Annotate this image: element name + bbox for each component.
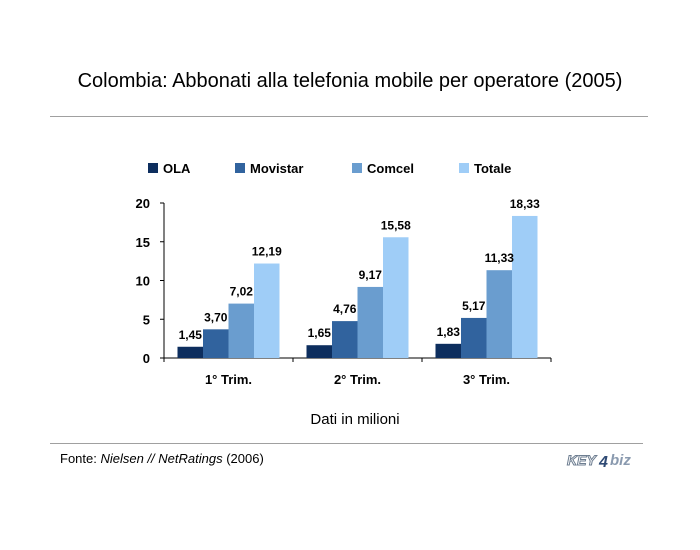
- bar-totale: [383, 237, 409, 358]
- x-tick-label: 2° Trim.: [334, 372, 381, 387]
- bar-totale: [254, 263, 280, 358]
- bar-chart: OLA Movistar Comcel Totale 0 5 10 15 20 1° Trim.…: [136, 161, 552, 387]
- legend-label: Comcel: [367, 161, 414, 176]
- bar-movistar: [461, 317, 487, 358]
- chart-bars: [177, 215, 538, 358]
- units-note: Dati in milioni: [310, 411, 400, 428]
- bar-comcel: [228, 303, 254, 358]
- source-note: Fonte: Nielsen // NetRatings (2006): [60, 451, 264, 466]
- bar-movistar: [203, 329, 229, 358]
- bar-comcel: [486, 270, 512, 358]
- logo-text-right: biz: [610, 452, 631, 469]
- data-label: 9,17: [359, 268, 383, 282]
- data-label: 15,58: [381, 218, 411, 232]
- data-label: 4,76: [333, 302, 357, 316]
- bar-movistar: [332, 321, 358, 358]
- footer-divider: [50, 443, 643, 444]
- legend-swatch: [148, 163, 158, 173]
- data-label: 1,83: [437, 325, 461, 339]
- logo-text-left: KEY: [567, 452, 597, 468]
- y-tick-label: 15: [136, 235, 150, 250]
- source-suffix: (2006): [222, 451, 264, 466]
- data-label: 1,45: [179, 328, 203, 342]
- data-label: 5,17: [462, 299, 486, 313]
- y-tick-label: 5: [143, 312, 150, 327]
- legend: OLA Movistar Comcel Totale: [148, 161, 511, 176]
- legend-label: Movistar: [250, 161, 303, 176]
- chart-axes: 0 5 10 15 20 1° Trim. 2° Trim. 3° Trim.: [136, 196, 552, 387]
- logo-digit: 4: [598, 454, 608, 471]
- bar-totale: [512, 215, 538, 358]
- legend-swatch: [459, 163, 469, 173]
- data-label: 18,33: [510, 197, 540, 211]
- y-tick-label: 10: [136, 274, 150, 289]
- legend-swatch: [235, 163, 245, 173]
- key4biz-logo: KEY 4 biz: [567, 452, 632, 472]
- bar-ola: [306, 345, 332, 358]
- legend-label: Totale: [474, 161, 511, 176]
- title-divider: [50, 116, 648, 117]
- chart-data-labels: 1,45 1,65 1,83 3,70 4,76 5,17 7,02 9,17 11,33 12,…: [179, 197, 541, 342]
- y-tick-label: 0: [143, 351, 150, 366]
- data-label: 1,65: [308, 326, 332, 340]
- x-tick-label: 1° Trim.: [205, 372, 252, 387]
- data-label: 12,19: [252, 245, 282, 259]
- data-label: 3,70: [204, 310, 228, 324]
- legend-swatch: [352, 163, 362, 173]
- bar-comcel: [357, 286, 383, 358]
- data-label: 11,33: [485, 251, 515, 265]
- legend-label: OLA: [163, 161, 191, 176]
- source-name: Nielsen // NetRatings: [100, 451, 223, 466]
- x-tick-label: 3° Trim.: [463, 372, 510, 387]
- source-prefix: Fonte:: [60, 451, 101, 466]
- data-label: 7,02: [230, 285, 254, 299]
- bar-ola: [177, 346, 203, 358]
- y-tick-label: 20: [136, 196, 150, 211]
- chart-title: Colombia: Abbonati alla telefonia mobile…: [77, 70, 623, 92]
- bar-ola: [435, 343, 461, 358]
